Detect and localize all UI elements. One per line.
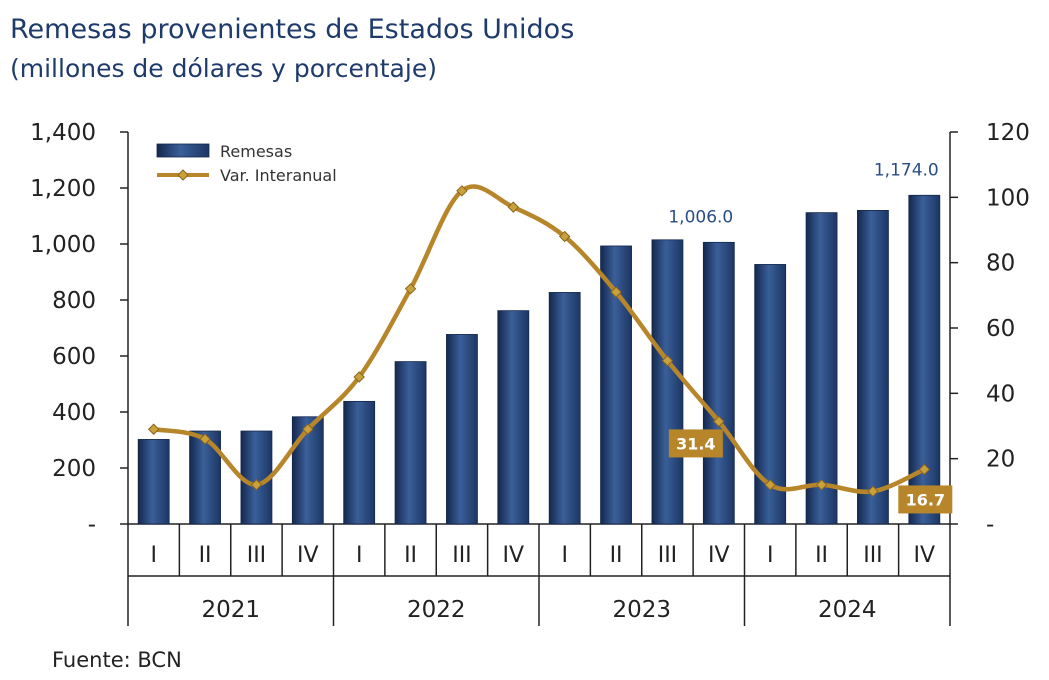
bar-remesas [702, 241, 735, 525]
line-point [147, 423, 160, 435]
quarter-label: IV [708, 543, 730, 568]
line-point [918, 463, 931, 476]
chart-title: Remesas provenientes de Estados Unidos [10, 14, 575, 45]
bar-remesas [446, 334, 478, 525]
line-point [250, 479, 263, 491]
bar-remesas [189, 430, 221, 525]
year-label: 2021 [201, 597, 260, 623]
quarter-label: IV [297, 543, 319, 568]
right-tick-label: 60 [986, 316, 1015, 342]
right-tick-label: 20 [986, 447, 1015, 473]
quarter-label: III [247, 543, 266, 568]
right-tick-label: 100 [986, 185, 1030, 211]
bar-remesas [857, 209, 889, 525]
bar-remesas [394, 361, 427, 525]
left-tick-label: 1,200 [30, 176, 96, 202]
quarter-label: I [356, 543, 363, 568]
bar-data-label: 1,174.0 [874, 160, 939, 180]
line-data-label-box [668, 429, 723, 458]
labels-group: 1,006.0 1,174.0 31.4 16.7 [668, 160, 953, 514]
quarter-label: I [150, 543, 157, 568]
bar-remesas [548, 292, 581, 525]
left-tick-label: 1,000 [30, 232, 96, 258]
bar-remesas [137, 439, 170, 525]
line-point [713, 415, 725, 428]
quarter-label: IV [503, 543, 525, 568]
bar-remesas [291, 416, 324, 525]
quarter-label: II [199, 543, 212, 568]
left-tick-label: 600 [52, 344, 96, 370]
bar-remesas [805, 212, 838, 525]
quarter-label: II [815, 543, 828, 568]
left-tick-label: 400 [52, 400, 96, 426]
bar-remesas [651, 239, 684, 525]
legend-label-remesas: Remesas [220, 142, 292, 161]
left-tick-label: 1,400 [30, 120, 96, 146]
line-point [764, 479, 776, 491]
quarter-label: IV [914, 543, 936, 568]
line-point [404, 283, 417, 295]
quarter-label: III [452, 543, 471, 568]
line-point [199, 433, 211, 445]
quarter-label: I [767, 543, 774, 568]
line-data-label-box [898, 485, 953, 514]
line-point [302, 423, 314, 435]
right-tick-label: - [986, 512, 994, 538]
legend-bar-swatch [156, 143, 210, 158]
line-point [661, 354, 674, 367]
bars-group [137, 194, 941, 525]
legend-label-var: Var. Interanual [220, 166, 337, 185]
legend-line-marker [177, 169, 189, 181]
bar-remesas [497, 310, 530, 525]
chart-subtitle: (millones de dólares y porcentaje) [10, 54, 437, 83]
quarter-label: I [561, 543, 568, 568]
quarter-label: III [863, 543, 882, 568]
right-tick-label: 120 [986, 120, 1030, 146]
source-note: Fuente: BCN [52, 648, 182, 672]
line-point [353, 371, 365, 383]
line-data-label: 16.7 [906, 490, 945, 509]
quarter-label: III [658, 543, 677, 568]
left-tick-label: 200 [52, 456, 96, 482]
line-point [815, 479, 828, 491]
line-point [610, 286, 622, 298]
right-tick-label: 40 [986, 381, 1015, 407]
line-point [558, 230, 571, 243]
bar-remesas [343, 400, 376, 525]
bar-data-label: 1,006.0 [668, 207, 733, 227]
quarter-label: II [610, 543, 623, 568]
right-tick-label: 80 [986, 251, 1015, 277]
chart: - 200 400 600 800 1,000 1,200 1,400 - 20 40 60 80 100… [30, 120, 1030, 626]
line-point [456, 185, 468, 197]
year-label: 2022 [407, 597, 466, 623]
line-var-interanual [153, 184, 926, 495]
line-point [507, 201, 520, 213]
line-group [147, 184, 931, 498]
axes-group: - 200 400 600 800 1,000 1,200 1,400 - 20 40 60 80 100… [30, 120, 1030, 626]
quarter-label: II [404, 543, 417, 568]
line-data-label: 31.4 [676, 434, 715, 453]
year-label: 2024 [818, 597, 877, 623]
line-point [867, 485, 879, 498]
left-tick-label: 800 [52, 288, 96, 314]
left-tick-label: - [88, 512, 96, 538]
year-label: 2023 [612, 597, 671, 623]
legend: Remesas Var. Interanual [156, 142, 337, 185]
